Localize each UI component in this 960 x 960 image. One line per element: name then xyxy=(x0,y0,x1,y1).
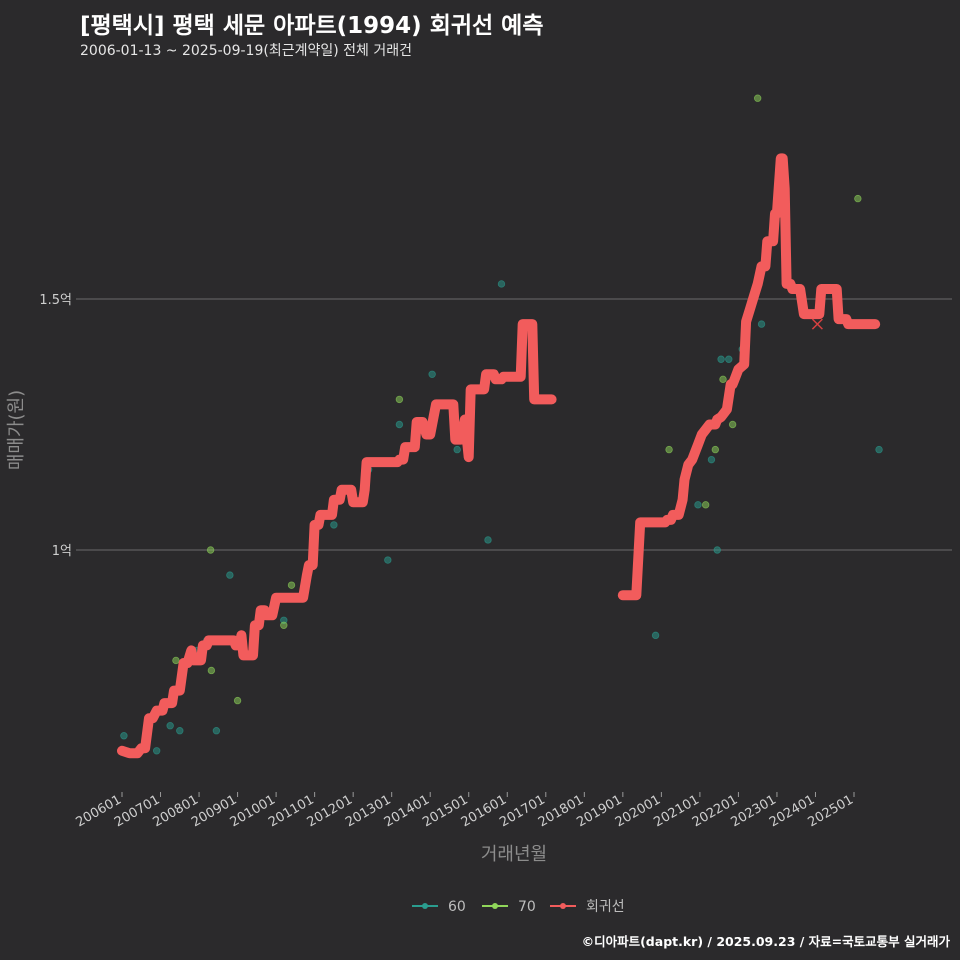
legend-label: 70 xyxy=(518,899,536,915)
data-point-70 xyxy=(287,581,296,589)
legend-label: 회귀선 xyxy=(586,899,625,915)
legend-label: 60 xyxy=(448,899,466,915)
data-point-70 xyxy=(206,546,215,554)
data-point-60 xyxy=(694,501,702,509)
data-point-60 xyxy=(120,732,128,740)
data-point-60 xyxy=(497,280,506,288)
data-point-70 xyxy=(233,696,242,705)
y-axis-title: 매매가(원) xyxy=(6,390,27,470)
data-point-60 xyxy=(176,727,184,735)
data-point-70 xyxy=(701,501,710,509)
regression-line-layer xyxy=(117,153,881,759)
data-point-60 xyxy=(152,747,161,755)
legend-item-회귀선: 회귀선 xyxy=(550,899,625,915)
data-point-70 xyxy=(395,395,404,404)
data-point-60 xyxy=(428,370,436,378)
source-caption: ©디아파트(dapt.kr) / 2025.09.23 / 자료=국토교통부 실… xyxy=(581,934,950,949)
data-point-60 xyxy=(166,722,174,730)
data-point-70 xyxy=(711,445,720,454)
legend-item-60: 60 xyxy=(412,899,466,915)
chart-subtitle: 2006-01-13 ~ 2025-09-19(최근계약일) 전체 거래건 xyxy=(80,43,412,59)
data-point-60 xyxy=(713,546,721,554)
y-tick-label: 1.5억 xyxy=(39,293,72,308)
data-point-60 xyxy=(330,521,338,529)
data-point-70 xyxy=(854,194,862,203)
legend-swatch-dot xyxy=(560,903,566,909)
data-point-60 xyxy=(395,420,404,429)
legend-swatch-dot xyxy=(422,903,428,909)
data-point-60 xyxy=(226,571,234,579)
data-point-70 xyxy=(753,94,762,102)
data-point-60 xyxy=(717,355,725,363)
data-point-60 xyxy=(212,727,221,735)
data-point-60 xyxy=(757,320,766,328)
legend: 60 70 회귀선 xyxy=(412,899,625,915)
regression-marker xyxy=(811,318,823,330)
x-axis-title: 거래년월 xyxy=(481,844,547,865)
legend-item-70: 70 xyxy=(482,899,536,915)
y-tick-label: 1억 xyxy=(52,544,72,559)
grid-layer xyxy=(76,298,952,551)
data-point-60 xyxy=(707,455,716,464)
data-point-70 xyxy=(172,656,180,665)
data-point-60 xyxy=(453,445,461,454)
data-point-70 xyxy=(719,375,727,384)
data-point-70 xyxy=(207,666,216,675)
data-point-60 xyxy=(484,536,492,544)
data-point-60 xyxy=(384,556,392,564)
chart-title: [평택시] 평택 세문 아파트(1994) 회귀선 예측 xyxy=(80,13,544,39)
data-point-60 xyxy=(651,631,660,640)
data-point-60 xyxy=(875,445,883,454)
data-point-70 xyxy=(280,621,288,629)
data-point-70 xyxy=(728,420,737,429)
regression-line-segment xyxy=(117,319,557,759)
data-point-60 xyxy=(725,355,733,363)
data-point-70 xyxy=(665,445,673,454)
legend-swatch-dot xyxy=(492,903,498,909)
regression-line-segment xyxy=(617,153,881,601)
scatter-points-layer xyxy=(120,94,883,755)
